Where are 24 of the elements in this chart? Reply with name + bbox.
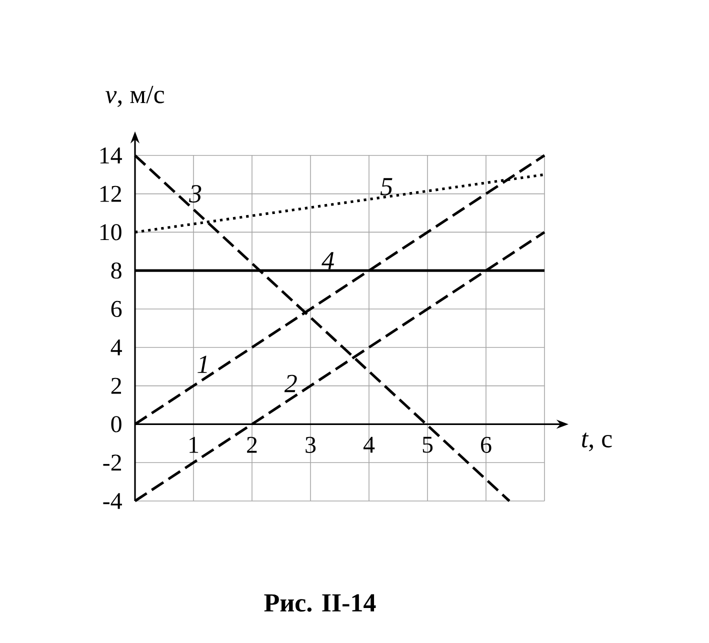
x-tick-label: 2: [247, 436, 257, 453]
y-tick-label: 0: [111, 416, 122, 432]
series-label: 2: [284, 374, 297, 392]
x-tick-label: 6: [481, 436, 492, 453]
x-tick-label: 3: [306, 436, 316, 453]
x-tick-label: 4: [363, 436, 375, 453]
y-tick-label: 6: [111, 300, 122, 318]
y-tick-label: 4: [110, 339, 122, 356]
series-label: 1: [198, 356, 207, 373]
series-label: 4: [322, 252, 334, 270]
y-tick-label: 8: [111, 262, 122, 279]
text: Рис. II-14: [264, 594, 376, 612]
x-tick-label: 1: [190, 436, 198, 453]
series-label: 3: [189, 185, 202, 203]
y-axis-title: v, м/с: [105, 86, 164, 108]
x-tick-label: 5: [422, 436, 433, 453]
y-tick-label: 10: [100, 224, 122, 240]
x-axis-title: t, с: [582, 432, 612, 452]
y-tick-label: -4: [103, 493, 122, 509]
y-tick-label: 12: [100, 186, 121, 202]
series-label: 5: [380, 178, 392, 196]
y-tick-label: 14: [100, 147, 122, 164]
y-tick-label: -2: [103, 454, 121, 471]
y-tick-label: 2: [111, 378, 121, 394]
